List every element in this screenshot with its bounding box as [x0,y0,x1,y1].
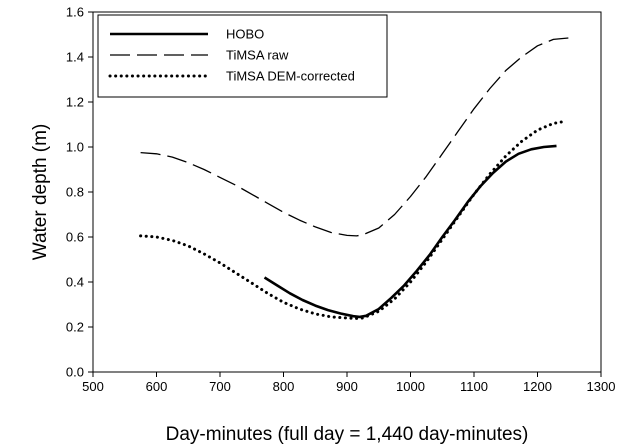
x-tick-label: 1100 [460,379,488,394]
x-axis-title: Day-minutes (full day = 1,440 day-minute… [166,424,529,445]
series-line-3 [139,119,568,320]
legend-label-2: TiMSA raw [226,48,289,63]
y-tick-label: 0.2 [66,320,84,335]
series-line-2 [140,37,570,237]
y-tick-label: 0.8 [66,185,84,200]
x-tick-label: 500 [82,379,104,394]
series-layer [139,37,570,320]
y-tick-label: 1.2 [66,95,84,110]
x-tick-label: 600 [146,379,168,394]
x-tick-label: 700 [209,379,231,394]
x-tick-label: 900 [336,379,358,394]
y-tick-label: 1.4 [66,50,84,65]
x-axis-ticks: 500 600 700 800 900 1000 1100 1200 1300 [82,372,615,394]
legend: HOBO TiMSA raw TiMSA DEM-corrected [97,14,388,98]
legend-box [97,14,388,98]
x-tick-label: 1200 [523,379,552,394]
y-tick-label: 0.4 [66,275,84,290]
x-tick-label: 800 [273,379,295,394]
y-tick-label: 0.0 [66,365,84,380]
x-tick-label: 1000 [396,379,425,394]
legend-label-1: HOBO [226,27,264,42]
y-tick-label: 1.0 [66,140,84,155]
legend-label-3: TiMSA DEM-corrected [226,69,355,84]
x-tick-label: 1300 [587,379,616,394]
y-axis-ticks: 0.0 0.2 0.4 0.6 0.8 1.0 1.2 1.4 1.6 [66,5,93,380]
y-axis-title: Water depth (m) [30,124,51,261]
y-tick-label: 1.6 [66,5,84,20]
y-tick-label: 0.6 [66,230,84,245]
series-line-1 [263,144,557,319]
